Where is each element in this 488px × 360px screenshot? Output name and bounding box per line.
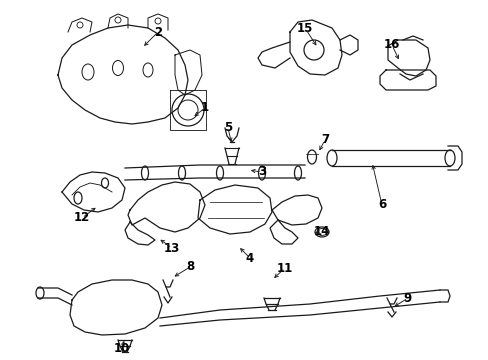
Text: 1: 1 xyxy=(201,102,209,114)
Text: 7: 7 xyxy=(320,134,328,147)
Text: 5: 5 xyxy=(224,121,232,135)
Text: 12: 12 xyxy=(74,211,90,225)
Text: 2: 2 xyxy=(154,26,162,39)
Text: 11: 11 xyxy=(276,261,292,274)
Text: 10: 10 xyxy=(114,342,130,355)
Text: 16: 16 xyxy=(383,39,399,51)
Text: 9: 9 xyxy=(403,292,411,305)
Text: 6: 6 xyxy=(377,198,386,211)
Text: 4: 4 xyxy=(245,252,254,265)
Text: 3: 3 xyxy=(257,166,265,179)
Text: 15: 15 xyxy=(296,22,312,35)
Text: 8: 8 xyxy=(185,261,194,274)
Text: 14: 14 xyxy=(313,225,329,238)
Text: 13: 13 xyxy=(163,242,180,255)
